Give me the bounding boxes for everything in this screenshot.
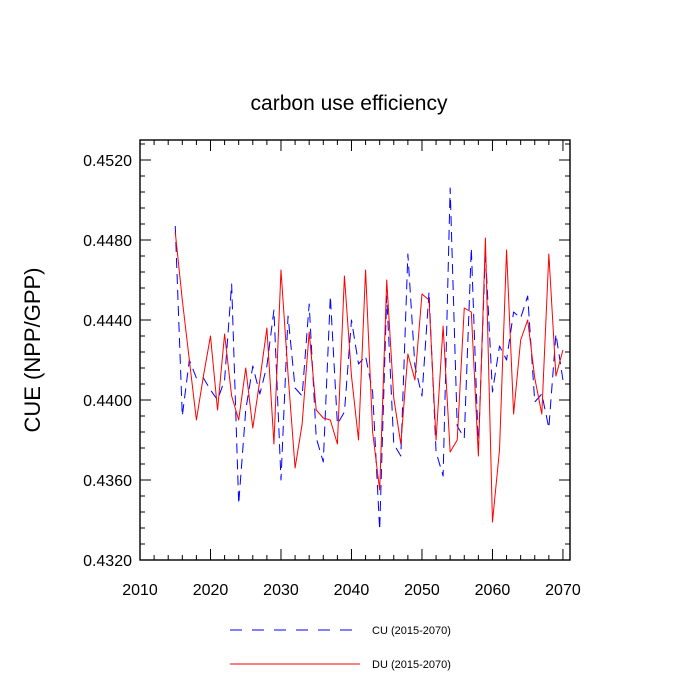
- chart-title: carbon use efficiency: [251, 92, 448, 115]
- legend: CU (2015-2070) DU (2015-2070): [230, 625, 451, 671]
- y-axis-label: CUE (NPP/GPP): [20, 267, 45, 432]
- plot-frame: [139, 139, 571, 561]
- x-tick-label: 2050: [404, 582, 440, 599]
- y-tick-label: 0.4320: [83, 553, 132, 570]
- y-tick-label: 0.4360: [83, 473, 132, 490]
- x-tick-label: 2010: [122, 582, 158, 599]
- x-tick-label: 2020: [193, 582, 229, 599]
- legend-label-du: DU (2015-2070): [372, 659, 451, 671]
- series-line-du: [174, 231, 564, 523]
- y-tick-label: 0.4520: [83, 153, 132, 170]
- x-tick-label: 2060: [475, 582, 511, 599]
- x-tick-label: 2040: [334, 582, 370, 599]
- series-line-cu: [174, 187, 564, 531]
- legend-label-cu: CU (2015-2070): [372, 625, 451, 637]
- x-tick-label: 2070: [545, 582, 581, 599]
- series-layer: [174, 187, 564, 531]
- y-tick-label: 0.4480: [83, 233, 132, 250]
- y-tick-label: 0.4400: [83, 393, 132, 410]
- y-tick-label: 0.4440: [83, 313, 132, 330]
- axis-ticks: 2010 2020 2030 2040 2050 2060 2070 0.4320 0.4360…: [83, 140, 581, 599]
- x-tick-label: 2030: [263, 582, 299, 599]
